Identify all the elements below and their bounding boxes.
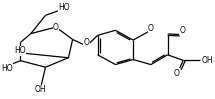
Text: O: O bbox=[179, 26, 185, 35]
Text: HO: HO bbox=[1, 64, 13, 73]
Text: OH: OH bbox=[35, 85, 46, 94]
Text: HO: HO bbox=[14, 46, 26, 55]
Text: OH: OH bbox=[202, 56, 214, 65]
Text: O: O bbox=[148, 24, 154, 33]
Text: HO: HO bbox=[58, 3, 70, 12]
Text: O: O bbox=[53, 23, 59, 32]
Text: O: O bbox=[174, 69, 180, 78]
Text: O: O bbox=[84, 38, 90, 47]
